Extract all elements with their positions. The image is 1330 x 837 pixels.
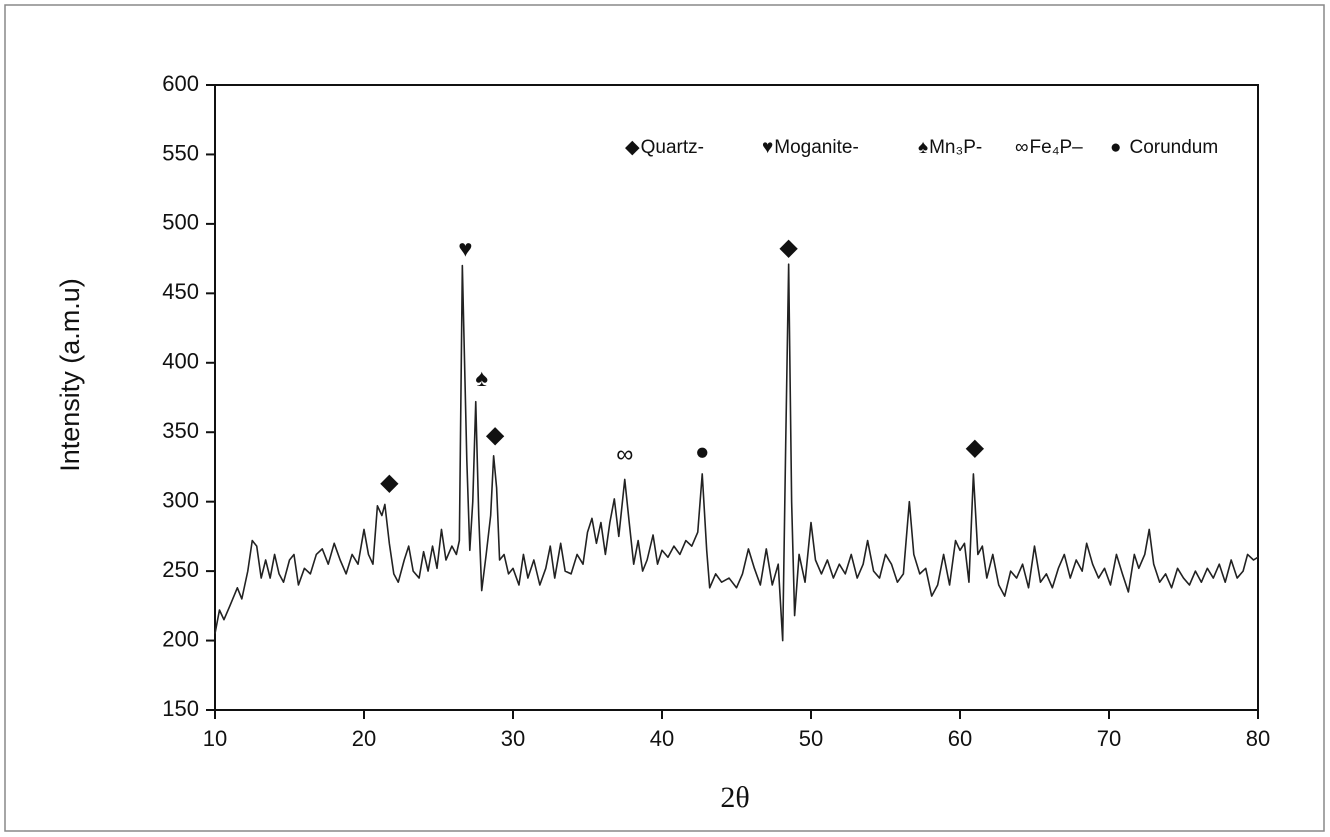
peak-marker: ∞	[616, 441, 633, 468]
y-tick-label: 600	[162, 71, 199, 96]
legend-entry: ♠Mn₃P-	[918, 137, 982, 158]
legend-label: Quartz-	[641, 137, 704, 158]
legend-label: Fe₄P–	[1030, 137, 1084, 158]
legend-entry: ● Corundum	[1110, 137, 1218, 158]
x-tick-label: 10	[203, 726, 227, 751]
legend-symbol: ●	[1110, 137, 1121, 158]
peak-marker: ◆	[779, 234, 798, 261]
legend-label: Corundum	[1129, 137, 1218, 158]
legend-symbol: ∞	[1015, 137, 1029, 158]
x-tick-label: 80	[1246, 726, 1270, 751]
peak-marker: ◆	[966, 434, 985, 461]
x-tick-label: 60	[948, 726, 972, 751]
y-tick-label: 300	[162, 487, 199, 512]
y-tick-label: 400	[162, 349, 199, 374]
legend-symbol: ♠	[918, 137, 928, 158]
x-axis-label: 2θ	[720, 781, 749, 814]
x-tick-label: 40	[650, 726, 674, 751]
y-tick-label: 550	[162, 140, 199, 165]
peak-marker: ♥	[458, 236, 472, 263]
xrd-line	[214, 263, 1259, 642]
y-tick-label: 250	[162, 557, 199, 582]
plot-frame	[214, 84, 1259, 711]
peak-marker: ◆	[380, 469, 399, 496]
x-tick-label: 50	[799, 726, 823, 751]
legend-entry: ◆Quartz-	[625, 137, 704, 158]
legend-symbol: ♥	[762, 137, 773, 158]
legend-entry: ♥Moganite-	[762, 137, 859, 158]
legend-entry: ∞Fe₄P–	[1015, 137, 1083, 158]
y-tick-label: 450	[162, 279, 199, 304]
y-tick-label: 500	[162, 210, 199, 235]
legend-symbol: ◆	[625, 137, 640, 158]
frame	[4, 4, 1325, 832]
y-tick-label: 150	[162, 696, 199, 721]
x-tick-label: 20	[352, 726, 376, 751]
legend-label: Mn₃P-	[929, 137, 982, 158]
peak-marker: ♠	[475, 365, 488, 392]
x-tick-label: 70	[1097, 726, 1121, 751]
y-tick-label: 200	[162, 626, 199, 651]
y-axis-label: Intensity (a.m.u)	[55, 278, 85, 472]
peak-marker: ◆	[486, 422, 505, 449]
x-tick-label: 30	[501, 726, 525, 751]
peak-marker: ●	[695, 438, 710, 465]
legend-label: Moganite-	[774, 137, 859, 158]
y-tick-label: 350	[162, 418, 199, 443]
